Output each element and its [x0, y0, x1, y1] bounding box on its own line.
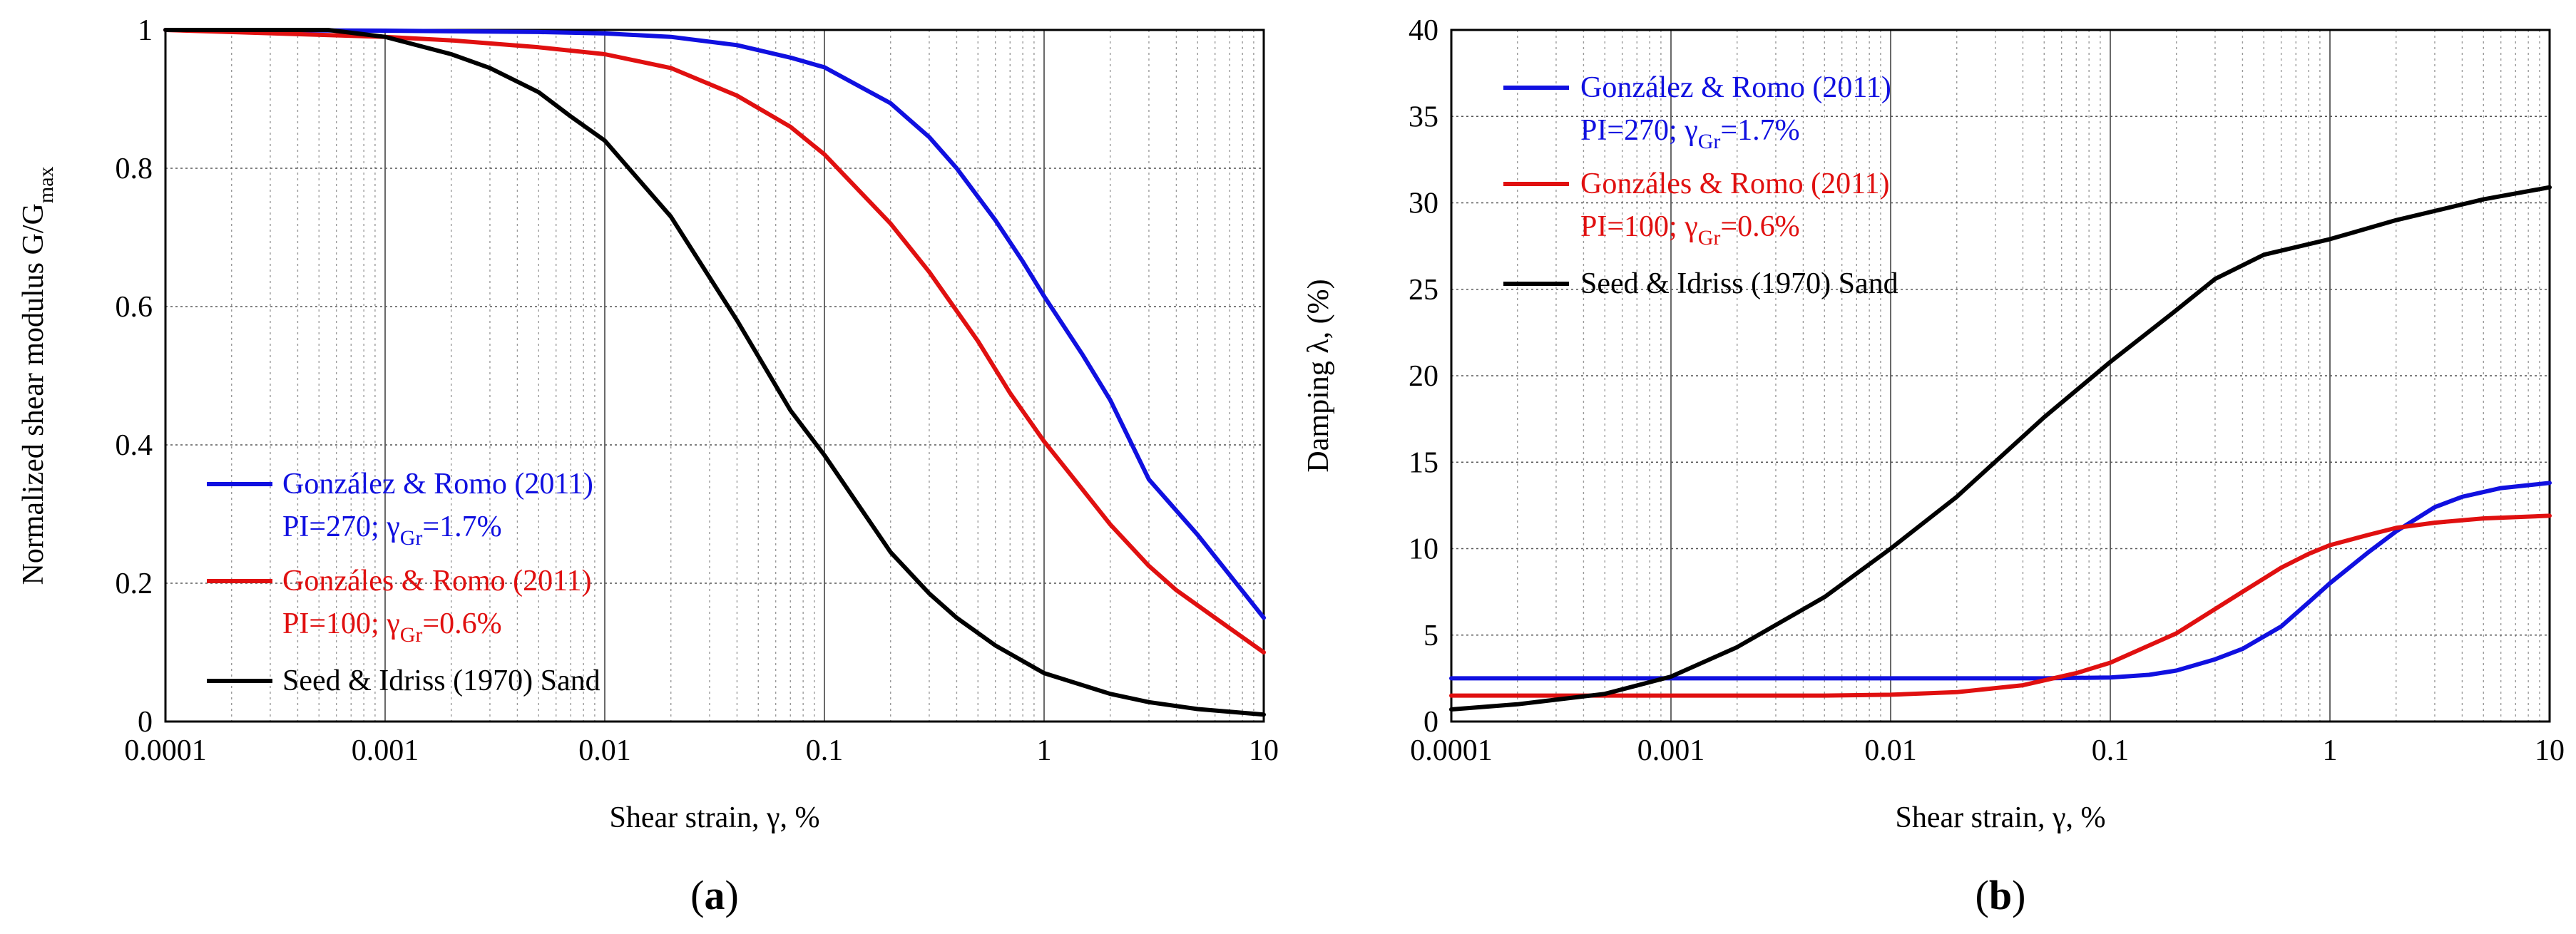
- y-tick-label: 10: [1409, 533, 1438, 566]
- x-tick-label: 0.1: [2092, 734, 2130, 767]
- x-tick-label: 0.0001: [124, 734, 207, 767]
- y-tick-label: 0.6: [116, 291, 153, 324]
- grid: [165, 29, 1264, 722]
- x-tick-label: 1: [1037, 734, 1052, 767]
- y-axis-title: Normalized shear modulus G/Gmax: [17, 166, 58, 585]
- series-line-1: [163, 28, 1266, 655]
- y-tick-labels: 0 5 10 15 20 25 30 35 40: [1409, 14, 1438, 739]
- y-tick-label: 40: [1409, 14, 1438, 47]
- y-tick-label: 25: [1409, 274, 1438, 307]
- panel-caption-a: (a): [690, 872, 739, 918]
- series-lines: [1449, 185, 2552, 712]
- legend-detail-gonzales-pi100: PI=100; γGr=0.6%: [1580, 210, 1800, 250]
- y-tick-label: 1: [138, 14, 153, 47]
- legend-detail-gonzales-pi100: PI=100; γGr=0.6%: [282, 607, 502, 647]
- y-tick-label: 0: [138, 706, 153, 739]
- series-line-2: [163, 28, 1266, 717]
- panel-a-chart: 0 0.2 0.4 0.6 0.8 1 0.0001 0.001 0.01 0.1 1 10 Nor…: [17, 14, 1279, 918]
- legend-label-gonzalez-pi270: González & Romo (2011): [282, 468, 593, 501]
- x-tick-label: 0.01: [1864, 734, 1917, 767]
- panel-caption-b: (b): [1976, 872, 2026, 918]
- series-line-0: [1449, 481, 2552, 681]
- x-tick-label: 0.001: [352, 734, 419, 767]
- x-tick-label: 0.01: [578, 734, 631, 767]
- panel-b-chart: 0 5 10 15 20 25 30 35 40 0.0001 0.001 0.01 0.1 1 10 D…: [1302, 14, 2565, 918]
- y-tick-label: 0.8: [116, 153, 153, 185]
- legend: González & Romo (2011) PI=270; γGr=1.7% …: [1503, 71, 1898, 300]
- y-tick-label: 30: [1409, 188, 1438, 220]
- series-line-1: [1449, 513, 2552, 698]
- legend: González & Romo (2011) PI=270; γGr=1.7% …: [207, 468, 600, 697]
- y-tick-label: 35: [1409, 101, 1438, 133]
- y-tick-label: 0.2: [116, 568, 153, 600]
- legend-detail-gonzalez-pi270: PI=270; γGr=1.7%: [1580, 114, 1800, 153]
- x-tick-labels: 0.0001 0.001 0.01 0.1 1 10: [1410, 734, 2565, 767]
- plot-frame: [164, 29, 1265, 723]
- x-tick-label: 1: [2323, 734, 2338, 767]
- y-tick-label: 20: [1409, 360, 1438, 393]
- x-tick-label: 10: [1249, 734, 1279, 767]
- y-tick-label: 0: [1424, 706, 1438, 739]
- y-tick-label: 15: [1409, 446, 1438, 479]
- legend-detail-gonzalez-pi270: PI=270; γGr=1.7%: [282, 510, 502, 550]
- legend-label-seed-idriss: Seed & Idriss (1970) Sand: [1580, 267, 1898, 300]
- x-tick-label: 0.1: [806, 734, 844, 767]
- legend-label-gonzales-pi100: Gonzáles & Romo (2011): [282, 565, 592, 597]
- legend-label-gonzalez-pi270: González & Romo (2011): [1580, 71, 1891, 104]
- legend-label-gonzales-pi100: Gonzáles & Romo (2011): [1580, 168, 1890, 200]
- series-line-2: [1449, 185, 2552, 712]
- x-axis-title: Shear strain, γ, %: [610, 801, 820, 834]
- x-tick-label: 0.0001: [1410, 734, 1493, 767]
- y-axis-title: Damping λ, (%): [1302, 279, 1335, 472]
- y-tick-label: 5: [1424, 620, 1438, 652]
- y-tick-labels: 0 0.2 0.4 0.6 0.8 1: [116, 14, 153, 739]
- x-tick-label: 10: [2535, 734, 2565, 767]
- legend-label-seed-idriss: Seed & Idriss (1970) Sand: [282, 664, 600, 697]
- x-tick-labels: 0.0001 0.001 0.01 0.1 1 10: [124, 734, 1279, 767]
- plot-frame: [1450, 29, 2551, 723]
- series-line-0: [163, 28, 1266, 620]
- x-tick-label: 0.001: [1637, 734, 1705, 767]
- x-axis-title: Shear strain, γ, %: [1896, 801, 2106, 834]
- series-lines: [163, 28, 1266, 717]
- y-tick-label: 0.4: [116, 429, 153, 462]
